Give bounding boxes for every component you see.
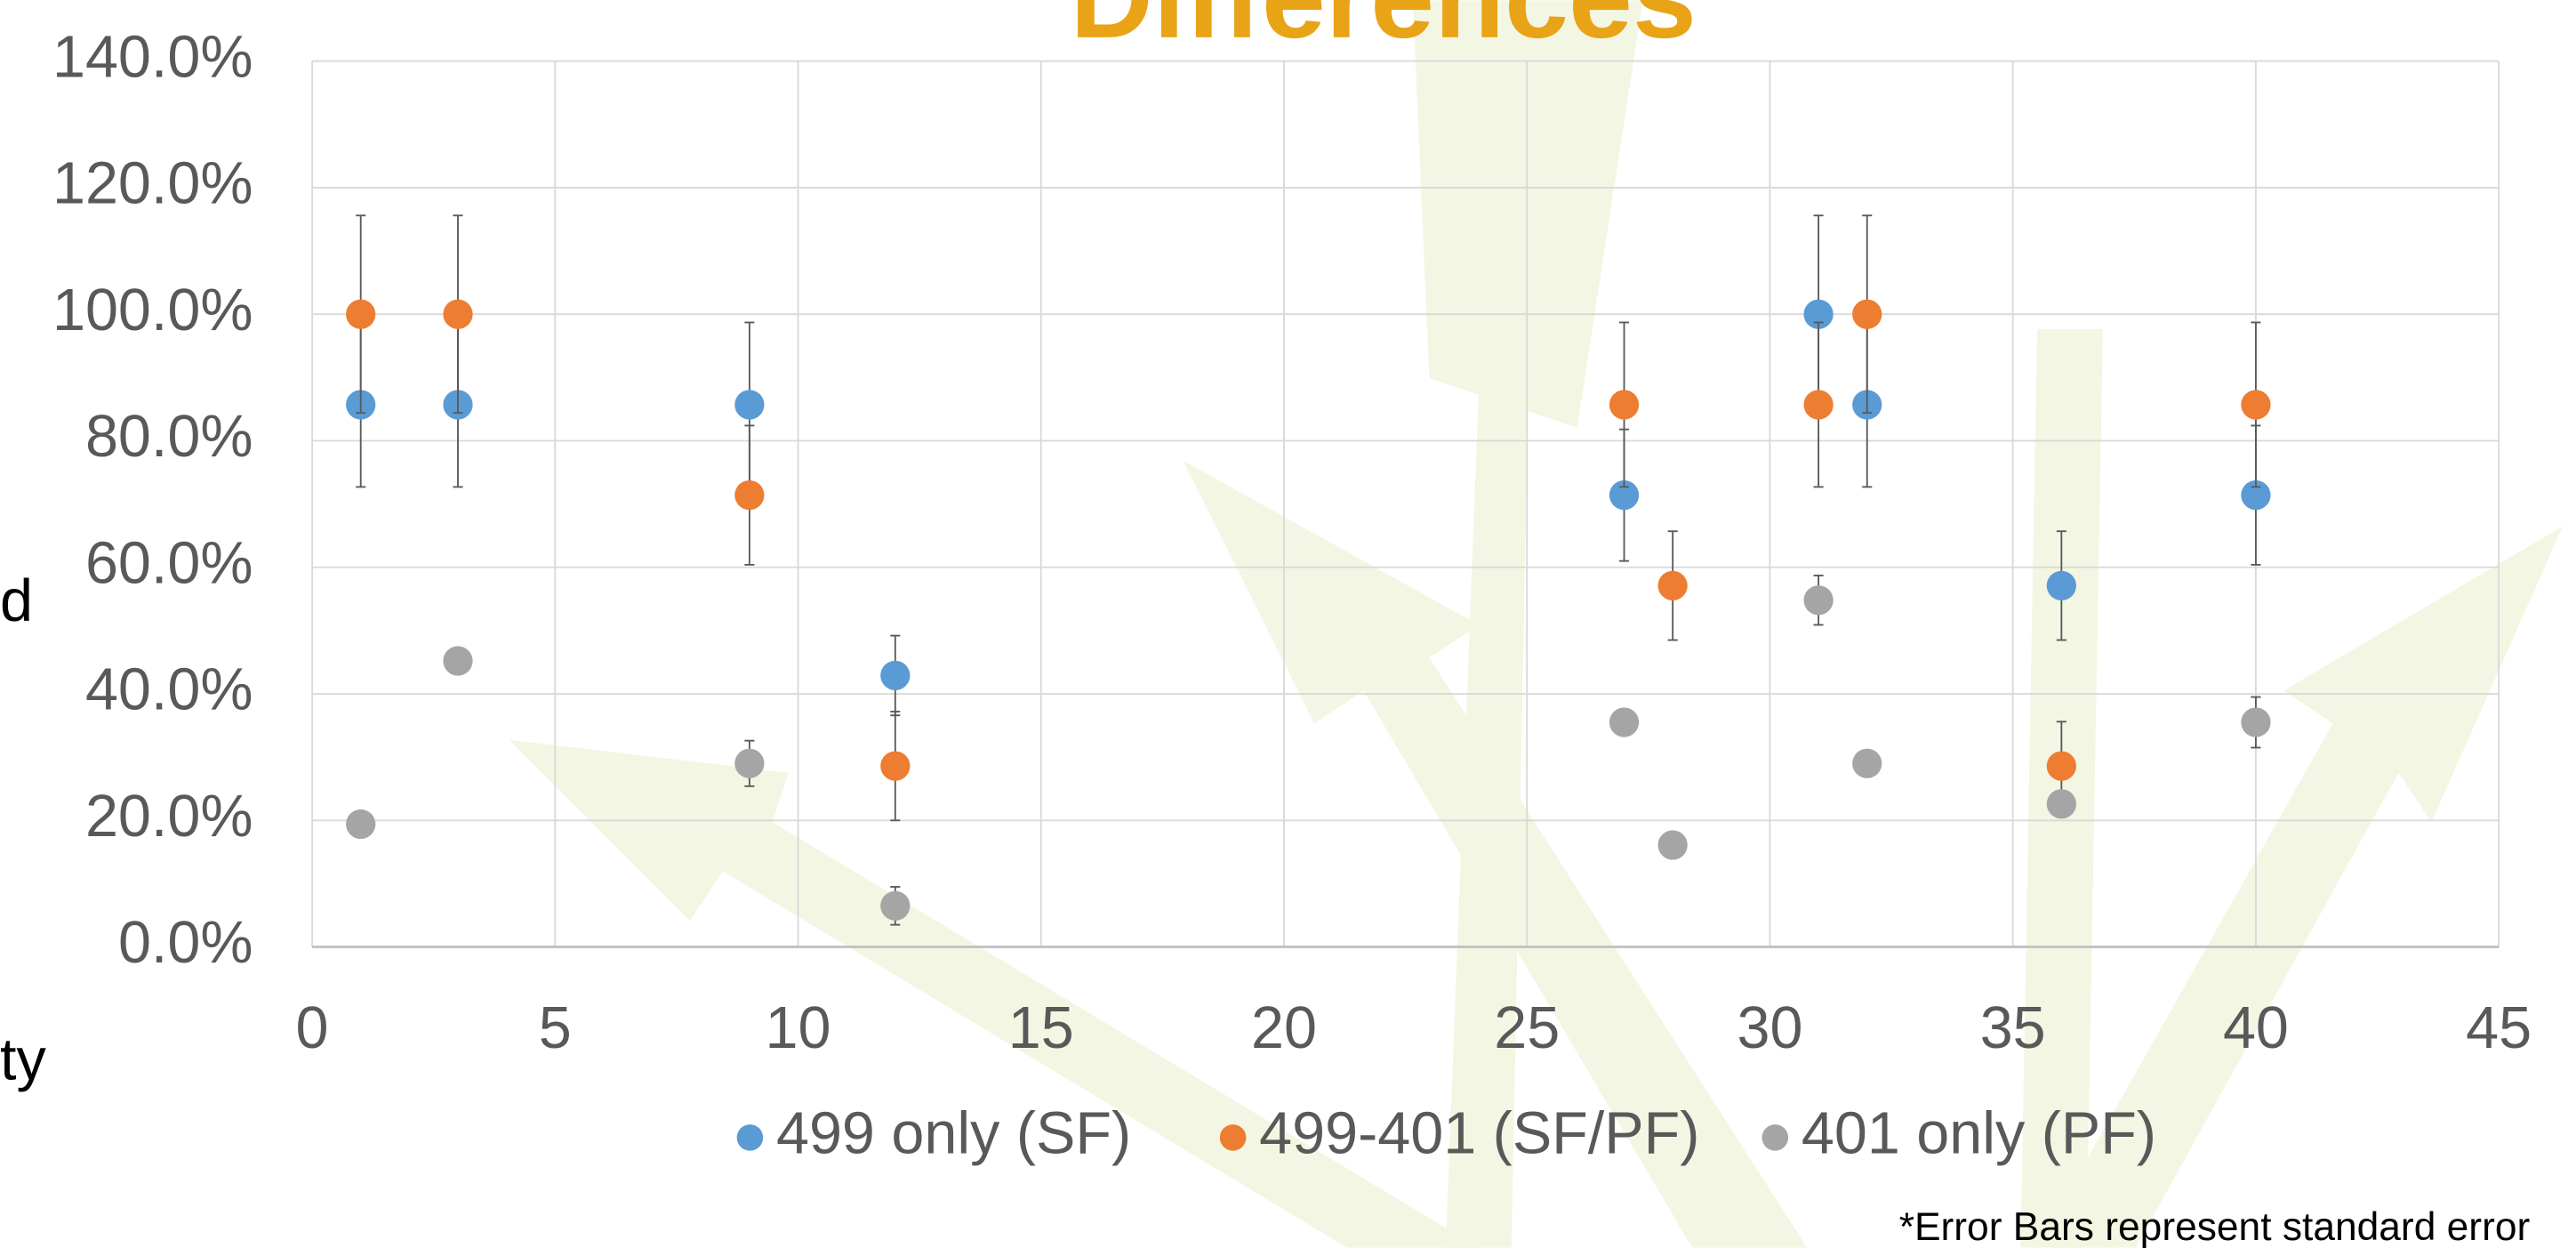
point — [880, 751, 910, 780]
point — [1803, 390, 1833, 419]
x-tick-label: 5 — [539, 995, 572, 1061]
y-tick-label: 40.0% — [85, 657, 253, 723]
point — [443, 646, 472, 675]
y-tick-label: 80.0% — [85, 404, 253, 470]
footnote: *Error Bars represent standard error — [1899, 1205, 2531, 1248]
point — [734, 480, 764, 510]
point — [734, 390, 764, 419]
legend-marker — [1762, 1124, 1789, 1151]
point — [2047, 789, 2076, 818]
point — [1852, 300, 1882, 329]
chart-title: Differences — [1070, 0, 1696, 62]
x-tick-label: 35 — [1980, 995, 2046, 1061]
point — [1658, 571, 1688, 600]
chart: Differences d ty *Error Bars represent s… — [0, 0, 2576, 1248]
x-tick-label: 30 — [1737, 995, 1802, 1061]
x-tick-label: 40 — [2223, 995, 2289, 1061]
legend-label: 499 only (SF) — [776, 1100, 1131, 1166]
y-tick-label: 60.0% — [85, 530, 253, 596]
point — [346, 809, 375, 839]
point — [1852, 749, 1882, 778]
point — [2241, 707, 2270, 737]
legend-label: 401 only (PF) — [1802, 1100, 2156, 1166]
point — [1658, 830, 1688, 859]
legend-label: 499-401 (SF/PF) — [1259, 1100, 1699, 1166]
x-tick-label: 45 — [2466, 995, 2532, 1061]
point — [443, 300, 472, 329]
point — [2047, 751, 2076, 780]
x-tick-label: 20 — [1251, 995, 1317, 1061]
y-tick-label: 0.0% — [118, 910, 253, 976]
y-axis-label-fragment: ty — [0, 1027, 46, 1092]
y-tick-label: 120.0% — [52, 151, 253, 217]
point — [1803, 585, 1833, 615]
point — [880, 891, 910, 921]
point — [1609, 707, 1639, 737]
arrow-decoration — [510, 740, 1479, 1248]
point — [880, 661, 910, 690]
legend-marker — [1220, 1124, 1247, 1151]
point — [2241, 390, 2270, 419]
point — [346, 300, 375, 329]
point — [1609, 390, 1639, 419]
x-tick-label: 25 — [1494, 995, 1560, 1061]
x-tick-label: 15 — [1008, 995, 1074, 1061]
y-tick-label: 100.0% — [52, 278, 253, 343]
legend-marker — [737, 1124, 764, 1151]
point — [734, 749, 764, 778]
x-tick-label: 0 — [296, 995, 329, 1061]
y-tick-label: 140.0% — [52, 24, 253, 90]
y-axis-label-fragment: d — [0, 568, 33, 634]
y-tick-label: 20.0% — [85, 784, 253, 849]
point — [2047, 571, 2076, 600]
page: Differences d ty *Error Bars represent s… — [0, 0, 2576, 1248]
x-tick-label: 10 — [766, 995, 831, 1061]
